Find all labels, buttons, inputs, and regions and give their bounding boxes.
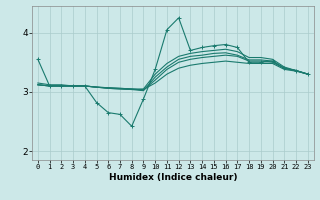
X-axis label: Humidex (Indice chaleur): Humidex (Indice chaleur) (108, 173, 237, 182)
